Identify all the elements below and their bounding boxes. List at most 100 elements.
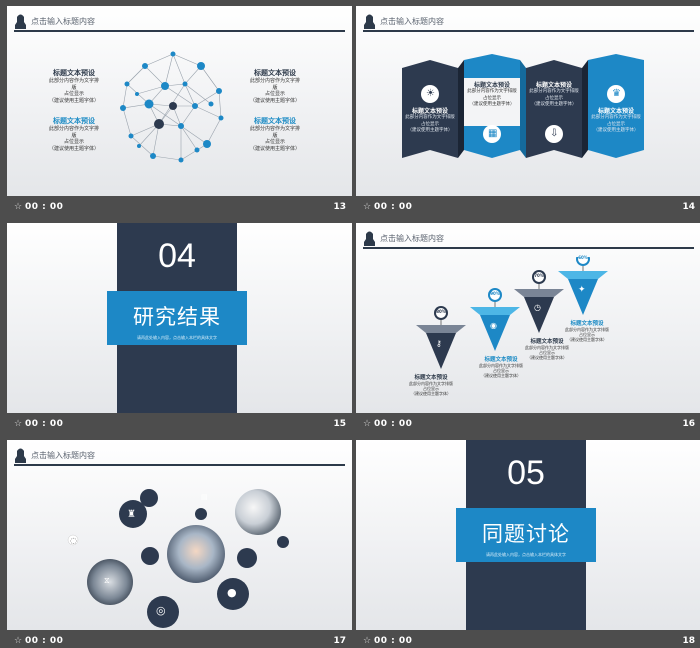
text-block: 标题文本预设 此部分内容作为文字排版 占位显示 （建议使用主题字体）: [512, 337, 582, 360]
slide-number: 14: [682, 202, 695, 212]
percent-label: 70%: [534, 273, 544, 278]
star-icon[interactable]: ☆: [363, 419, 372, 429]
slide-number: 13: [333, 202, 346, 212]
ribbon-graphic: [402, 54, 644, 158]
slide-header: 点击输入标题内容: [363, 230, 694, 249]
slide-18[interactable]: 05 同题讨论 请再此处输入内容，点击输入本栏的具体文字 ☆ 00 : 00 1…: [356, 440, 700, 648]
item-line: （建议使用主题字体）: [469, 102, 515, 107]
slide-17-canvas: 点击输入标题内容 ♜ ▤ ◌ ● ◎ ⧖: [7, 440, 352, 630]
star-icon[interactable]: ☆: [363, 202, 372, 212]
item-line: 占位显示: [423, 386, 439, 391]
item-line: 此部分内容作为文字排版: [525, 345, 569, 350]
item-line: （建议使用主题字体）: [407, 128, 453, 133]
item-title: 标题文本预设: [597, 108, 634, 115]
eye-icon: ◉: [490, 321, 497, 330]
slide-title[interactable]: 点击输入标题内容: [31, 451, 95, 460]
item-line: 此部分内容作为文字排版: [249, 126, 300, 139]
item-line: 占位显示: [539, 350, 555, 355]
item-line: （建议使用主题字体）: [527, 355, 567, 360]
network-sphere-graphic: [120, 51, 224, 163]
slide-footer: ☆ 00 : 00 14: [356, 196, 700, 220]
bust-icon: [15, 14, 26, 29]
header-rule: [14, 464, 345, 466]
star-icon[interactable]: ☆: [14, 202, 23, 212]
item-line: 此部分内容作为文字排版: [467, 89, 517, 94]
slide-timing: 00 : 00: [374, 202, 413, 212]
slide-13[interactable]: 点击输入标题内容 标题文本预设: [7, 6, 352, 220]
star-icon[interactable]: ☆: [14, 419, 23, 429]
item-title: 标题文本预设: [53, 69, 95, 77]
clock-icon: ◷: [534, 303, 541, 312]
hourglass-icon: ⧖: [104, 576, 110, 585]
slide-number: 17: [333, 636, 346, 646]
item-line: 此部分内容作为文字排版: [529, 89, 579, 94]
slide-18-canvas: 05 同题讨论 请再此处输入内容，点击输入本栏的具体文字: [356, 440, 700, 630]
text-block: 标题文本预设 此部分内容作为文字排版 占位显示 （建议使用主题字体）: [466, 80, 518, 109]
header-rule: [363, 30, 694, 32]
slide-15[interactable]: 04 研究结果 请再此处输入内容，点击输入本栏的具体文字 ☆ 00 : 00 1…: [7, 223, 352, 437]
item-line: 此部分内容作为文字排版: [591, 115, 641, 120]
key-icon: ⚷: [436, 339, 442, 348]
item-line: 占位显示: [607, 121, 625, 127]
text-block: 标题文本预设 此部分内容作为文字排版 占位显示 （建议使用主题字体）: [47, 68, 101, 104]
item-line: （建议使用主题字体）: [48, 145, 99, 152]
item-line: 占位显示: [421, 121, 439, 127]
section-subtitle: 请再此处输入内容，点击输入本栏的具体文字: [486, 552, 566, 557]
header-rule: [14, 30, 345, 32]
slide-timing: 00 : 00: [25, 636, 64, 646]
slide-number: 16: [682, 419, 695, 429]
android-icon: ♜: [127, 509, 136, 520]
item-title: 标题文本预设: [414, 375, 448, 381]
item-line: 占位显示: [579, 332, 595, 337]
item-line: 占位显示: [483, 95, 501, 101]
section-banner: 研究结果 请再此处输入内容，点击输入本栏的具体文字: [107, 291, 247, 345]
item-line: 此部分内容作为文字排版: [565, 327, 609, 332]
item-title: 标题文本预设: [535, 82, 572, 89]
slide-title[interactable]: 点击输入标题内容: [31, 17, 95, 26]
item-title: 标题文本预设: [411, 108, 448, 115]
lightbulb-icon: ◌: [70, 536, 77, 545]
text-block: 标题文本预设 此部分内容作为文字排版 占位显示 （建议使用主题字体）: [528, 80, 580, 109]
slide-14-canvas: 点击输入标题内容 ☀ ▦ ⇩ ♛ 标题文本预设 此部分内容作为文字排版 占位显示…: [356, 6, 700, 196]
slide-16[interactable]: 点击输入标题内容 80% 90% 70% 60% ⚷ ◉ ◷ ✦: [356, 223, 700, 437]
bust-icon: [364, 231, 375, 246]
item-line: 占位显示: [63, 91, 84, 97]
star-icon[interactable]: ☆: [14, 636, 23, 646]
user-icon: ●: [227, 586, 237, 599]
slide-14[interactable]: 点击输入标题内容 ☀ ▦ ⇩ ♛ 标题文本预设 此部分内容作为文字排版 占位显示…: [356, 6, 700, 220]
slide-16-canvas: 点击输入标题内容 80% 90% 70% 60% ⚷ ◉ ◷ ✦: [356, 223, 700, 413]
text-block: 标题文本预设 此部分内容作为文字排版 占位显示 （建议使用主题字体）: [396, 373, 466, 396]
target-icon: ◎: [156, 604, 166, 617]
section-subtitle: 请再此处输入内容，点击输入本栏的具体文字: [137, 335, 217, 340]
slide-footer: ☆ 00 : 00 15: [7, 413, 352, 437]
slide-footer: ☆ 00 : 00 18: [356, 630, 700, 648]
slide-17[interactable]: 点击输入标题内容 ♜ ▤ ◌ ● ◎ ⧖: [7, 440, 352, 648]
item-line: 此部分内容作为文字排版: [48, 126, 99, 139]
item-title: 标题文本预设: [484, 357, 518, 363]
item-line: （建议使用主题字体）: [567, 337, 607, 342]
item-title: 标题文本预设: [254, 69, 296, 77]
item-title: 标题文本预设: [570, 321, 604, 327]
slide-timing: 00 : 00: [25, 419, 64, 429]
item-line: （建议使用主题字体）: [48, 97, 99, 104]
item-title: 标题文本预设: [473, 82, 510, 89]
item-line: 占位显示: [63, 139, 84, 145]
text-block: 标题文本预设 此部分内容作为文字排版 占位显示 （建议使用主题字体）: [248, 116, 302, 152]
slide-title[interactable]: 点击输入标题内容: [380, 17, 444, 26]
slide-title[interactable]: 点击输入标题内容: [380, 234, 444, 243]
slide-number: 18: [682, 636, 695, 646]
slide-footer: ☆ 00 : 00 13: [7, 196, 352, 220]
clipboard-icon: ▤: [201, 493, 208, 501]
star-icon[interactable]: ☆: [363, 636, 372, 646]
calendar-icon: ▦: [488, 128, 498, 139]
item-line: （建议使用主题字体）: [481, 373, 521, 378]
percent-label: 80%: [436, 309, 446, 314]
text-block: 标题文本预设 此部分内容作为文字排版 占位显示 （建议使用主题字体）: [404, 106, 456, 135]
slide-header: 点击输入标题内容: [14, 13, 345, 32]
slide-timing: 00 : 00: [25, 202, 64, 212]
slide-number: 15: [333, 419, 346, 429]
slide-timing: 00 : 00: [374, 419, 413, 429]
item-title: 标题文本预设: [530, 339, 564, 345]
item-line: 此部分内容作为文字排版: [409, 381, 453, 386]
circle-cluster-graphic: [67, 489, 289, 628]
